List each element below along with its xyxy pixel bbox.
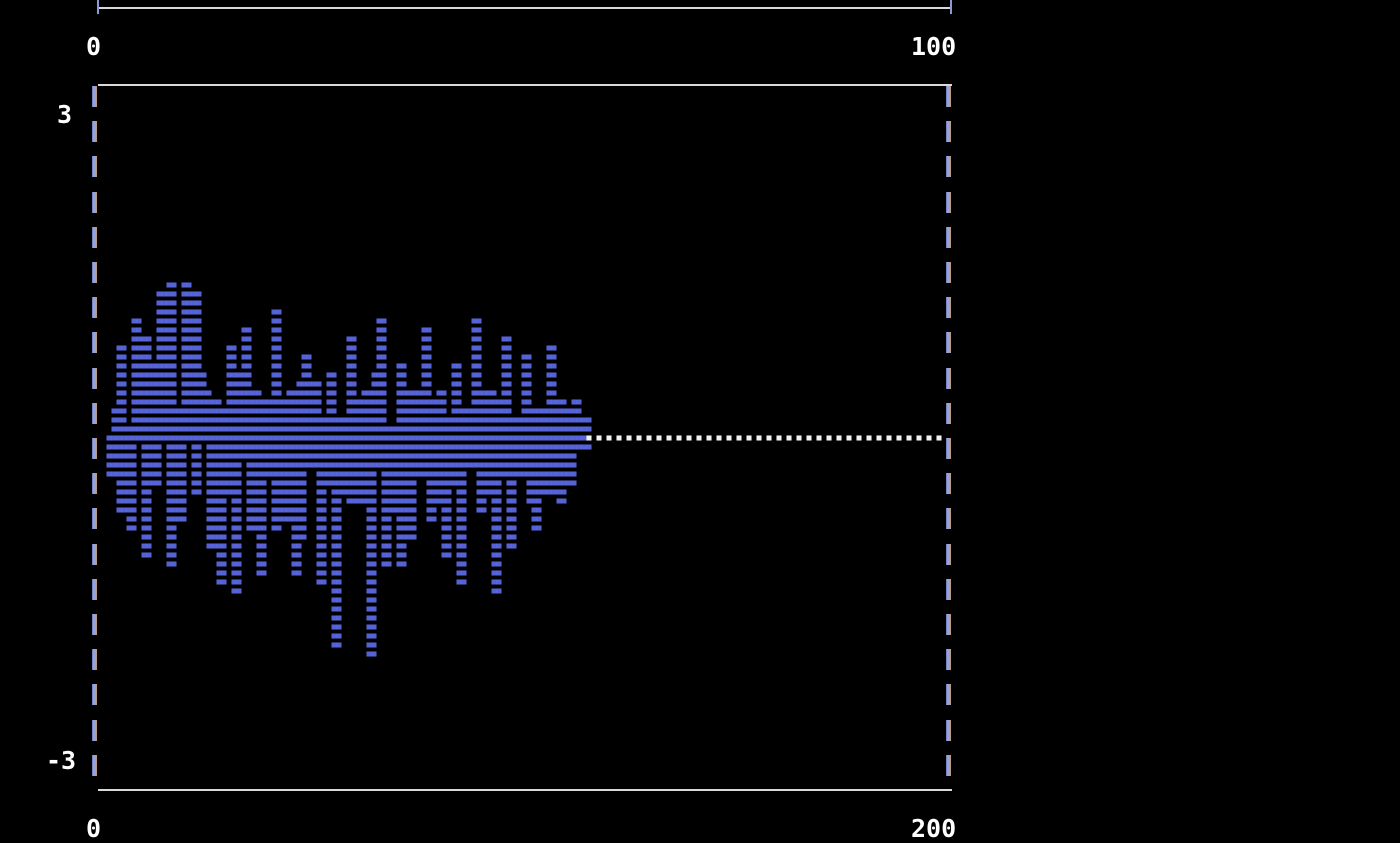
upper-x-axis-max-label: 100 <box>911 32 957 61</box>
main-plot-right-border <box>947 86 950 790</box>
main-plot-left-border <box>93 86 96 790</box>
upper-plot-right-corner-tick <box>950 0 952 14</box>
upper-x-axis-min-label: 0 <box>86 32 102 61</box>
upper-plot-left-corner-tick <box>97 0 99 14</box>
y-axis-min-label: -3 <box>46 746 77 775</box>
main-plot-bottom-border <box>98 789 952 791</box>
upper-plot-bottom-border <box>98 7 952 9</box>
main-plot-top-border <box>98 84 952 86</box>
x-axis-max-label: 200 <box>911 814 957 843</box>
y-axis-max-label: 3 <box>57 100 73 129</box>
x-axis-min-label: 0 <box>86 814 102 843</box>
